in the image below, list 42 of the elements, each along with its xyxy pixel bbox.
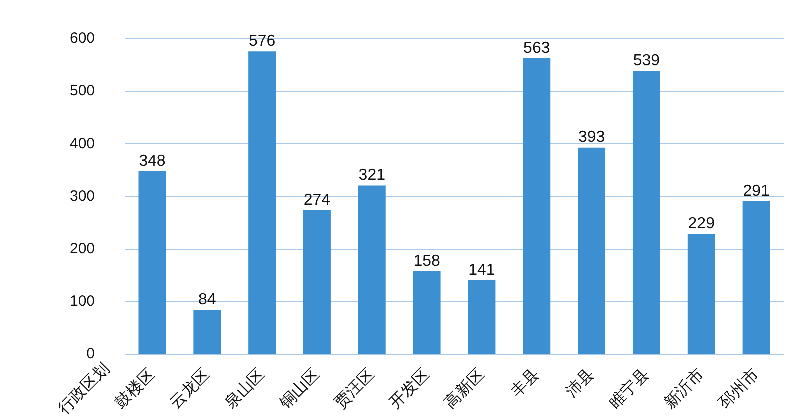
x-tick-label: 开发区 bbox=[387, 366, 433, 412]
data-label: 291 bbox=[743, 182, 770, 200]
x-tick-label: 贾汪区 bbox=[332, 366, 378, 412]
data-label: 229 bbox=[688, 215, 716, 232]
data-label: 393 bbox=[578, 129, 606, 146]
x-tick-label: 睢宁县 bbox=[606, 365, 653, 412]
bar bbox=[468, 280, 496, 354]
x-tick-label: 沛县 bbox=[562, 365, 598, 401]
bar bbox=[194, 310, 222, 354]
bar bbox=[688, 234, 716, 354]
y-tick-label: 100 bbox=[70, 293, 96, 310]
data-label: 576 bbox=[248, 33, 276, 50]
bar bbox=[523, 58, 551, 354]
x-tick-label: 邳州市 bbox=[716, 365, 762, 412]
x-tick-label: 丰县 bbox=[507, 365, 543, 401]
data-label: 539 bbox=[633, 52, 660, 70]
bar bbox=[578, 148, 606, 354]
bar bbox=[632, 71, 660, 354]
x-tick-label: 铜山区 bbox=[276, 365, 324, 413]
y-tick-label: 400 bbox=[70, 135, 96, 152]
x-tick-label: 泉山区 bbox=[222, 365, 268, 412]
bar bbox=[413, 271, 441, 354]
data-label: 321 bbox=[358, 167, 386, 184]
y-tick-label: 600 bbox=[70, 30, 96, 48]
x-tick-label: 云龙区 bbox=[166, 365, 214, 412]
bar bbox=[358, 186, 386, 354]
y-tick-label: 200 bbox=[70, 240, 96, 258]
x-tick-label: 高新区 bbox=[441, 365, 488, 412]
x-tick-label: 鼓楼区 bbox=[112, 365, 158, 412]
data-label: 274 bbox=[304, 192, 331, 209]
data-label: 84 bbox=[198, 292, 216, 309]
data-label: 348 bbox=[139, 152, 166, 170]
bar bbox=[304, 210, 331, 354]
bar bbox=[742, 201, 770, 354]
y-tick-label: 500 bbox=[70, 82, 96, 100]
data-label: 563 bbox=[524, 40, 550, 57]
data-label: 158 bbox=[414, 252, 440, 270]
bar bbox=[248, 52, 276, 354]
y-tick-label: 300 bbox=[70, 188, 96, 205]
x-tick-label: 新沂市 bbox=[660, 365, 708, 412]
bar bbox=[138, 172, 166, 354]
data-label: 141 bbox=[468, 262, 496, 279]
